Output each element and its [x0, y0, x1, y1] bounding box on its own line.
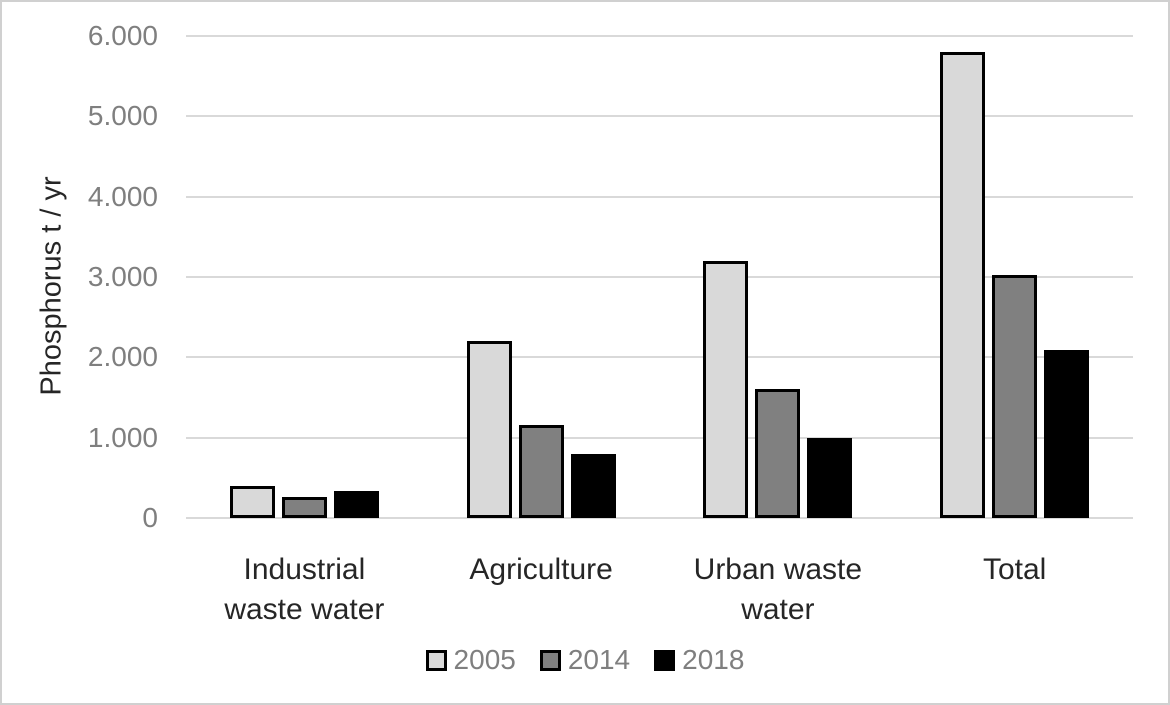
bar-2005-urban-waste-water — [703, 260, 749, 518]
y-tick-label: 5.000 — [87, 100, 158, 132]
gridline — [186, 517, 1133, 519]
y-tick-label: 2.000 — [87, 341, 158, 373]
legend-item-2005: 2005 — [425, 644, 516, 676]
bar-2005-agriculture — [466, 341, 512, 518]
gridline — [186, 115, 1133, 118]
legend-swatch-2005 — [425, 649, 447, 671]
gridline — [186, 35, 1133, 37]
y-tick-label: 1.000 — [87, 421, 158, 453]
gridline — [186, 195, 1133, 198]
bar-2014-urban-waste-water — [755, 389, 801, 518]
y-tick-label: 6.000 — [87, 20, 158, 51]
legend-label: 2005 — [453, 644, 516, 675]
legend-swatch-2014 — [539, 649, 561, 671]
x-category-label-urban-waste-water: Urban waste water — [659, 550, 896, 630]
bar-2005-industrial-waste-water — [229, 485, 275, 518]
legend-item-2014: 2014 — [539, 644, 631, 676]
bar-2014-agriculture — [518, 424, 564, 518]
bar-2014-industrial-waste-water — [281, 497, 327, 518]
x-category-label-line: Urban waste — [693, 553, 863, 586]
y-tick-label: 0 — [142, 502, 158, 533]
x-category-label-industrial-waste-water: Industrial waste water — [186, 550, 423, 630]
bar-2018-agriculture — [570, 453, 616, 518]
y-tick-label: 3.000 — [87, 261, 158, 292]
x-category-label-line: waste water — [224, 593, 385, 626]
x-category-label-agriculture: Agriculture — [423, 550, 660, 590]
legend: 2005 2014 2018 — [2, 642, 1168, 678]
legend-item-2018: 2018 — [654, 644, 744, 676]
legend-swatch-2018 — [654, 649, 676, 671]
y-axis-title: Phosphorus t / yr — [35, 176, 68, 396]
x-category-label-line: Total — [982, 553, 1047, 586]
legend-label: 2018 — [682, 644, 745, 675]
bar-2014-total — [992, 274, 1038, 518]
gridline — [186, 276, 1133, 278]
legend-label: 2014 — [567, 644, 631, 675]
y-tick-label: 4.000 — [87, 180, 158, 212]
bar-2018-total — [1044, 350, 1090, 518]
x-category-label-line: Agriculture — [469, 553, 613, 586]
gridline — [186, 436, 1133, 439]
x-category-label-total: Total — [896, 550, 1133, 590]
gridline — [186, 356, 1133, 359]
x-category-label-line: water — [741, 593, 815, 626]
x-category-label-line: Industrial — [243, 553, 366, 586]
bar-2018-urban-waste-water — [807, 437, 853, 518]
bar-2018-industrial-waste-water — [333, 491, 379, 518]
bar-2005-total — [940, 52, 986, 518]
